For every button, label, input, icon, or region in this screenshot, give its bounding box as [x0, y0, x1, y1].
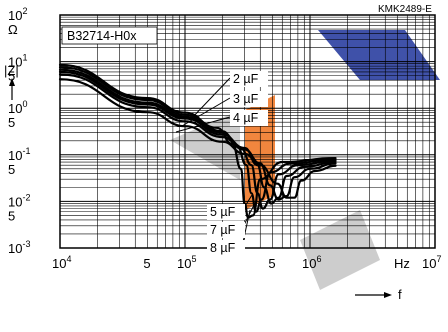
- series-label-bg: [230, 71, 268, 87]
- title-box: [61, 26, 158, 45]
- x-tick-label: Hz: [394, 256, 410, 271]
- watermark-grey-shape-2: [300, 210, 380, 290]
- watermark-blue-shape: [318, 30, 440, 80]
- x-axis-arrow: [355, 292, 392, 298]
- grid: [59, 15, 435, 249]
- y-tick-label: 5: [8, 208, 15, 223]
- x-tick-labels: 104 5 105 5 106 Hz 107: [52, 254, 441, 271]
- series-label-2: 3 µF: [233, 92, 259, 106]
- series-line-4: [58, 68, 337, 210]
- series-curves: [58, 63, 337, 219]
- x-axis-label: f: [398, 287, 402, 302]
- y-tick-label: 10-2: [8, 192, 30, 209]
- series-label-bg: [230, 110, 268, 126]
- document-code: KMK2489-E: [378, 4, 432, 15]
- series-label-bg: [207, 222, 245, 238]
- x-tick-label: 104: [52, 254, 71, 271]
- y-tick-label: 10-1: [8, 146, 30, 163]
- series-label-4: 5 µF: [210, 205, 236, 219]
- y-tick-label: 5: [8, 115, 15, 130]
- y-axis-arrow: [9, 78, 15, 100]
- x-tick-label: 107: [422, 254, 441, 271]
- series-line-1: [58, 78, 337, 199]
- y-tick-label: 100: [8, 99, 27, 116]
- y-tick-label: 5: [8, 69, 15, 84]
- y-tick-label: 102: [8, 6, 27, 23]
- y-axis-label: |Z|: [4, 63, 19, 78]
- y-tick-label: Ω: [8, 22, 18, 37]
- series-label-bg: [207, 204, 245, 220]
- series-label-5: 7 µF: [210, 223, 236, 237]
- label-leader: [175, 116, 231, 133]
- label-leader: [181, 97, 231, 127]
- series-label-3: 4 µF: [233, 111, 259, 125]
- series-labels: 2 µF 3 µF 4 µF 5 µF 7 µF 8 µF: [207, 71, 268, 256]
- series-label-bg: [207, 240, 245, 256]
- label-leader: [189, 77, 231, 121]
- series-line-6: [58, 63, 337, 219]
- x-tick-label: 5: [143, 256, 150, 271]
- x-tick-label: 5: [268, 256, 275, 271]
- series-line-3: [58, 70, 337, 205]
- chart-title: B32714-H0x: [67, 29, 137, 43]
- series-label-bg: [230, 91, 268, 107]
- x-tick-label: 105: [177, 254, 196, 271]
- series-line-2: [58, 73, 337, 201]
- y-tick-label: 5: [8, 162, 15, 177]
- series-label-6: 8 µF: [210, 241, 236, 255]
- plot-frame: [59, 14, 436, 249]
- series-label-1: 2 µF: [233, 72, 259, 86]
- y-tick-label: 10-3: [8, 239, 30, 256]
